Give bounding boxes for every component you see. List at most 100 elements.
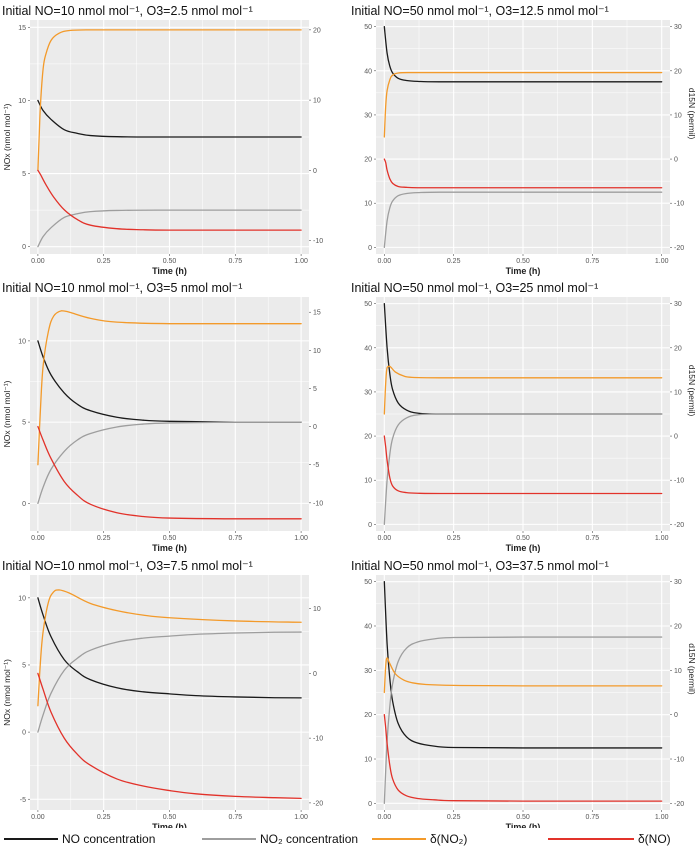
panel-2-series-no-conc-line	[383, 25, 663, 83]
panel-3-y-axis-title: NOx (nmol mol⁻¹)	[2, 380, 12, 447]
legend-item-delta-no: δ(NO)	[548, 828, 671, 850]
panel-5-series-d-no-line	[37, 672, 302, 799]
panel-3-y2-tick-label: 0	[313, 424, 317, 431]
panel-4-y-tick-label: 50	[364, 301, 372, 308]
panel-3-y2-tick-label: -10	[313, 500, 323, 507]
panel-6-y-tick-label: 30	[364, 668, 372, 675]
panel-4-series-d-no-line	[383, 435, 663, 495]
panel-5-y-axis-title: NOx (nmol mol⁻¹)	[2, 659, 12, 726]
panel-4-series-no2-conc-line	[383, 413, 663, 526]
panel-6-series-no2-conc-line	[383, 636, 663, 804]
legend: NO concentration NO₂ concentration δ(NO₂…	[0, 828, 697, 850]
panel-6-y-tick-label: 10	[364, 757, 372, 764]
panel-5-x-tick-label: 1.00	[294, 814, 308, 821]
legend-item-no2-concentration: NO₂ concentration	[202, 828, 358, 850]
panel-6: 0.00 0.25 0.50 0.75 1.00 0 10 20 30 40 50 -20 -10 0 10…	[351, 559, 697, 828]
panel-4-x-tick-label: 0.00	[378, 535, 392, 542]
panel-1-y-tick-label: 15	[18, 25, 26, 32]
panel-2-x-tick-label: 0.75	[586, 258, 600, 265]
panel-6-x-tick-label: 0.25	[447, 814, 461, 821]
panel-2-y2-tick-label: 20	[674, 68, 682, 75]
panel-2-y-tick-label: 50	[364, 24, 372, 31]
panel-1-series-d-no2-line	[37, 29, 302, 172]
legend-label-delta-no: δ(NO)	[638, 832, 671, 846]
panel-1-y-tick-label: 0	[22, 244, 26, 251]
panel-6-y2-tick-label: 20	[674, 623, 682, 630]
panel-5-x-tick-label: 0.00	[31, 814, 45, 821]
panel-3-x-tick-label: 1.00	[294, 535, 308, 542]
panel-1-y2-tick-label: 0	[313, 168, 317, 175]
panel-1-x-tick-label: 0.00	[31, 258, 45, 265]
panel-5-series-no2-conc-line	[37, 631, 302, 733]
panel-3: 0.00 0.25 0.50 0.75 1.00 0 5 10 -10 -5 0 5 10 15 Initi…	[2, 281, 323, 553]
panel-2-y-tick-label: 10	[364, 201, 372, 208]
panel-1-y2-tick-label: 10	[313, 98, 321, 105]
legend-label-no-concentration: NO concentration	[62, 832, 156, 846]
panel-4-y-tick-label: 0	[368, 522, 372, 529]
panel-2-x-axis-title: Time (h)	[506, 266, 541, 276]
panel-5: 0.00 0.25 0.50 0.75 1.00 -5 0 5 10 -20 -10 0 10 Initi…	[2, 559, 323, 828]
legend-swatch-delta-no2	[372, 838, 426, 840]
panel-6-y2-tick-label: 10	[674, 668, 682, 675]
panel-6-y-tick-label: 50	[364, 579, 372, 586]
panel-1-series-no2-conc-line	[37, 209, 302, 248]
panel-4-x-axis-title: Time (h)	[506, 543, 541, 553]
panel-5-y2-tick-label: 10	[313, 606, 321, 613]
legend-item-delta-no2: δ(NO₂)	[372, 828, 467, 850]
panel-6-y2-tick-label: -10	[674, 757, 684, 764]
panel-4-y-tick-label: 40	[364, 345, 372, 352]
panel-5-x-axis-title: Time (h)	[152, 822, 187, 828]
panel-1-y-axis-title: NOx (nmol mol⁻¹)	[2, 103, 12, 170]
legend-swatch-no-concentration	[4, 838, 58, 840]
panel-1-title: Initial NO=10 nmol mol⁻¹, O3=2.5 nmol mo…	[2, 4, 253, 18]
panel-1-y-tick-label: 10	[18, 98, 26, 105]
panel-5-y-tick-label: 0	[22, 730, 26, 737]
panel-3-series-d-no2-line	[37, 310, 302, 466]
panel-5-x-tick-label: 0.25	[97, 814, 111, 821]
panel-1-y-tick-label: 5	[22, 171, 26, 178]
panel-6-x-tick-label: 1.00	[655, 814, 669, 821]
panel-1-x-tick-label: 0.50	[163, 258, 177, 265]
panel-6-y-tick-label: 0	[368, 801, 372, 808]
panel-3-series-d-no-line	[37, 425, 302, 520]
panel-6-x-tick-label: 0.00	[378, 814, 392, 821]
panel-2-x-tick-label: 0.25	[447, 258, 461, 265]
panel-3-series-no-conc-line	[37, 340, 302, 423]
panel-6-y-tick-label: 20	[364, 712, 372, 719]
panel-2-y2-tick-label: 30	[674, 24, 682, 31]
panel-3-x-tick-label: 0.75	[228, 535, 242, 542]
panel-1-series-no-conc-line	[37, 99, 302, 138]
panel-3-y2-tick-label: 5	[313, 386, 317, 393]
panel-3-x-tick-label: 0.50	[163, 535, 177, 542]
panel-6-x-tick-label: 0.50	[516, 814, 530, 821]
panel-2-y-tick-label: 20	[364, 157, 372, 164]
panel-3-x-axis-title: Time (h)	[152, 543, 187, 553]
panel-5-x-tick-label: 0.75	[228, 814, 242, 821]
panel-2-x-tick-label: 0.50	[516, 258, 530, 265]
panel-4-y-tick-label: 20	[364, 434, 372, 441]
panel-1-y2-tick-label: -10	[313, 238, 323, 245]
panel-2-y2-tick-label: -20	[674, 245, 684, 252]
panel-4-y-tick-label: 10	[364, 478, 372, 485]
panel-5-y2-tick-label: -10	[313, 736, 323, 743]
panel-4-y2-tick-label: 10	[674, 389, 682, 396]
panel-1: 0.00 0.25 0.50 0.75 1.00 0 5 10 15 -10 0 10 20 Initia…	[2, 4, 323, 276]
panel-4-y2-tick-label: 0	[674, 434, 678, 441]
panel-3-y-tick-label: 0	[22, 501, 26, 508]
panel-1-x-tick-label: 0.25	[97, 258, 111, 265]
panel-5-y-tick-label: -5	[20, 797, 26, 804]
panel-3-title: Initial NO=10 nmol mol⁻¹, O3=5 nmol mol⁻…	[2, 281, 242, 295]
panel-6-x-tick-label: 0.75	[586, 814, 600, 821]
panel-3-x-tick-label: 0.25	[97, 535, 111, 542]
panel-6-y2-tick-label: 30	[674, 579, 682, 586]
panel-2-x-tick-label: 0.00	[378, 258, 392, 265]
panel-4: 0.00 0.25 0.50 0.75 1.00 0 10 20 30 40 50 -20 -10 0 10…	[351, 281, 697, 553]
panel-2-y-tick-label: 40	[364, 68, 372, 75]
legend-item-no-concentration: NO concentration	[4, 828, 155, 850]
panel-2-series-d-no2-line	[383, 71, 663, 138]
panel-5-series-no-conc-line	[37, 597, 302, 699]
panel-1-x-axis-title: Time (h)	[152, 266, 187, 276]
panel-4-x-tick-label: 0.50	[516, 535, 530, 542]
panel-2-title: Initial NO=50 nmol mol⁻¹, O3=12.5 nmol m…	[351, 4, 609, 18]
panel-2-y2-tick-label: 0	[674, 157, 678, 164]
